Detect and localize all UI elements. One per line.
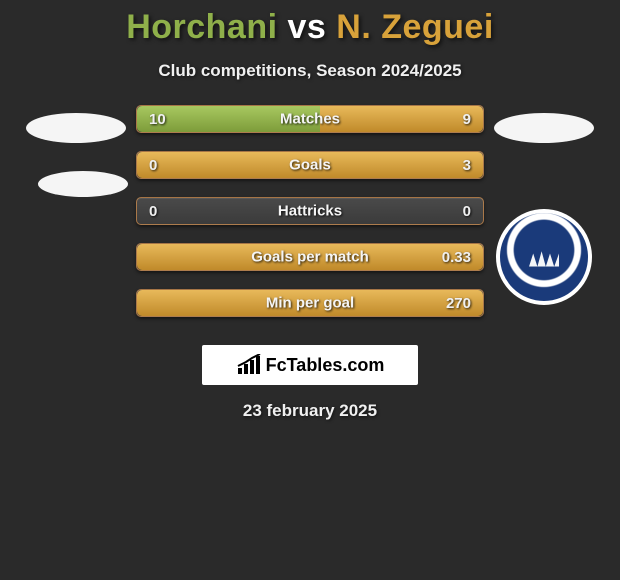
right-player-column — [484, 105, 604, 305]
stat-label: Matches — [280, 111, 340, 128]
stat-label: Min per goal — [266, 295, 354, 312]
date: 23 february 2025 — [0, 401, 620, 421]
stat-bar: 0 Goals 3 — [136, 151, 484, 179]
subtitle: Club competitions, Season 2024/2025 — [0, 61, 620, 81]
player-left-name: Horchani — [126, 8, 277, 46]
stat-bar: Min per goal 270 — [136, 289, 484, 317]
stat-value-right: 0.33 — [442, 249, 471, 266]
stat-value-left: 0 — [149, 203, 157, 220]
player-right-name: N. Zeguei — [336, 8, 494, 46]
stat-value-left: 10 — [149, 111, 166, 128]
player-avatar-placeholder — [26, 113, 126, 143]
stat-value-right: 270 — [446, 295, 471, 312]
title-vs: vs — [278, 8, 337, 46]
stat-label: Hattricks — [278, 203, 342, 220]
stat-bar: 10 Matches 9 — [136, 105, 484, 133]
stat-bar: 0 Hattricks 0 — [136, 197, 484, 225]
stat-value-left: 0 — [149, 157, 157, 174]
stat-value-right: 9 — [463, 111, 471, 128]
stat-bar: Goals per match 0.33 — [136, 243, 484, 271]
player-avatar-placeholder — [494, 113, 594, 143]
page-title: Horchani vs N. Zeguei — [0, 8, 620, 47]
chart-icon — [236, 354, 262, 376]
club-avatar-placeholder — [38, 171, 128, 197]
left-player-column — [16, 105, 136, 225]
brand-logo[interactable]: FcTables.com — [202, 345, 418, 385]
main-row: 10 Matches 9 0 Goals 3 0 Hattricks 0 Goals per ma… — [0, 105, 620, 317]
stat-label: Goals per match — [251, 249, 369, 266]
brand-text: FcTables.com — [266, 355, 385, 376]
stat-value-right: 0 — [463, 203, 471, 220]
club-badge — [496, 209, 592, 305]
stat-label: Goals — [289, 157, 331, 174]
comparison-card: Horchani vs N. Zeguei Club competitions,… — [0, 0, 620, 421]
stat-value-right: 3 — [463, 157, 471, 174]
stat-bars: 10 Matches 9 0 Goals 3 0 Hattricks 0 Goals per ma… — [136, 105, 484, 317]
